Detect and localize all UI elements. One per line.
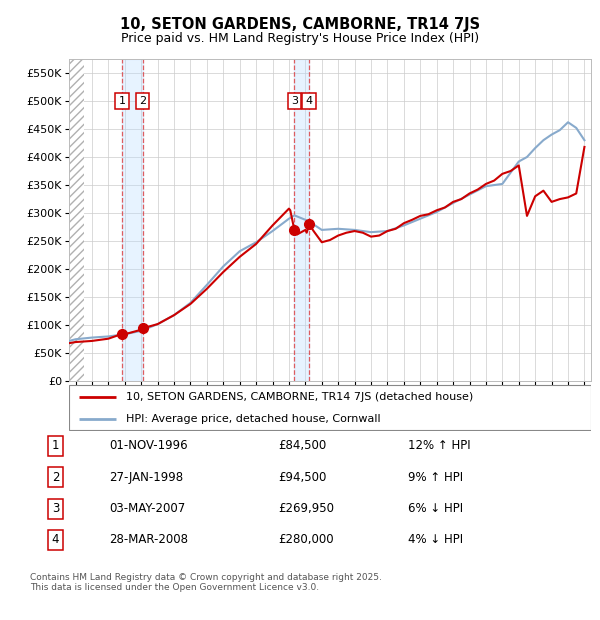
Text: HPI: Average price, detached house, Cornwall: HPI: Average price, detached house, Corn… [127, 414, 381, 424]
Text: 12% ↑ HPI: 12% ↑ HPI [408, 440, 470, 453]
Text: 10, SETON GARDENS, CAMBORNE, TR14 7JS (detached house): 10, SETON GARDENS, CAMBORNE, TR14 7JS (d… [127, 392, 473, 402]
Text: 3: 3 [52, 502, 59, 515]
FancyBboxPatch shape [69, 385, 591, 430]
Text: 27-JAN-1998: 27-JAN-1998 [109, 471, 183, 484]
Text: 1: 1 [119, 96, 125, 106]
Text: 28-MAR-2008: 28-MAR-2008 [109, 533, 188, 546]
Text: 9% ↑ HPI: 9% ↑ HPI [408, 471, 463, 484]
Text: 6% ↓ HPI: 6% ↓ HPI [408, 502, 463, 515]
Text: Price paid vs. HM Land Registry's House Price Index (HPI): Price paid vs. HM Land Registry's House … [121, 32, 479, 45]
Text: 4% ↓ HPI: 4% ↓ HPI [408, 533, 463, 546]
Text: 4: 4 [305, 96, 313, 106]
Text: Contains HM Land Registry data © Crown copyright and database right 2025.
This d: Contains HM Land Registry data © Crown c… [30, 573, 382, 592]
Text: 2: 2 [139, 96, 146, 106]
Text: £280,000: £280,000 [278, 533, 334, 546]
Text: 3: 3 [291, 96, 298, 106]
Bar [69, 59, 84, 381]
Text: 03-MAY-2007: 03-MAY-2007 [109, 502, 185, 515]
Text: £84,500: £84,500 [278, 440, 326, 453]
Text: 1: 1 [52, 440, 59, 453]
Bar [122, 59, 143, 381]
Text: £269,950: £269,950 [278, 502, 334, 515]
Text: 4: 4 [52, 533, 59, 546]
Bar [295, 59, 309, 381]
Text: £94,500: £94,500 [278, 471, 326, 484]
Text: 10, SETON GARDENS, CAMBORNE, TR14 7JS: 10, SETON GARDENS, CAMBORNE, TR14 7JS [120, 17, 480, 32]
Text: 01-NOV-1996: 01-NOV-1996 [109, 440, 188, 453]
Text: 2: 2 [52, 471, 59, 484]
